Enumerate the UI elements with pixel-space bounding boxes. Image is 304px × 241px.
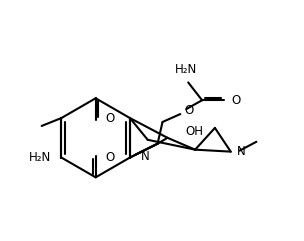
- Text: OH: OH: [185, 125, 203, 138]
- Text: H₂N: H₂N: [29, 151, 52, 164]
- Text: H₂N: H₂N: [175, 62, 197, 75]
- Text: O: O: [105, 151, 115, 164]
- Text: O: O: [105, 112, 115, 125]
- Text: O: O: [232, 94, 241, 107]
- Text: N: N: [237, 145, 245, 158]
- Text: N: N: [141, 150, 150, 163]
- Text: O: O: [184, 104, 194, 117]
